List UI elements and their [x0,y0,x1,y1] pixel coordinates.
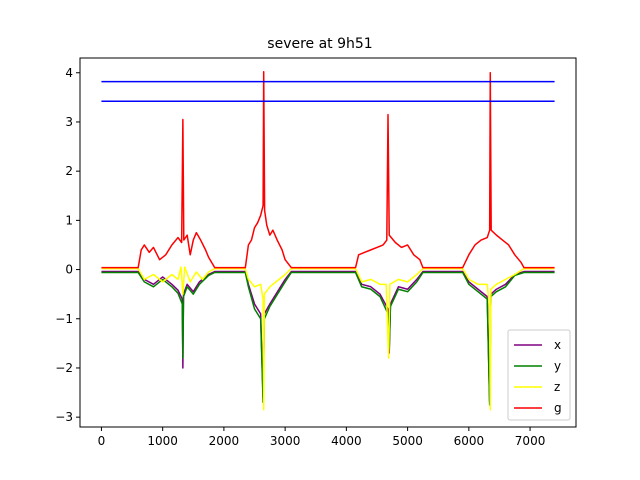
x-axis-ticks: 0 1000 2000 3000 4000 5000 6000 7000 [98,427,546,448]
y-tick-label: 0 [65,263,73,277]
x-tick-label: 3000 [270,434,301,448]
y-tick-label: −1 [55,312,73,326]
x-tick-label: 0 [98,434,106,448]
x-tick-label: 2000 [209,434,240,448]
series-lines [101,71,555,411]
y-tick-label: 4 [65,66,73,80]
legend-label-x: x [554,338,561,352]
y-tick-label: −3 [55,410,73,424]
series-line-z [101,266,555,411]
legend-label-g: g [554,401,562,415]
x-tick-label: 5000 [392,434,423,448]
series-line-y [101,271,555,406]
legend-box [507,329,571,421]
y-tick-label: 1 [65,213,73,227]
x-tick-label: 1000 [147,434,178,448]
x-tick-label: 4000 [331,434,362,448]
y-axis-ticks: −3 −2 −1 0 1 2 3 4 [55,66,80,424]
x-tick-label: 6000 [454,434,485,448]
y-tick-label: −2 [55,361,73,375]
series-line-g [101,71,555,269]
y-tick-label: 2 [65,164,73,178]
y-tick-label: 3 [65,115,73,129]
plot-area: 0 1000 2000 3000 4000 5000 6000 7000 −3 −2 −1 0 1 2 3… [55,57,577,448]
chart-title: severe at 9h51 [267,36,372,52]
x-tick-label: 7000 [515,434,546,448]
axes-frame [79,57,577,428]
legend-label-y: y [554,359,561,373]
legend-label-z: z [554,380,560,394]
threshold-lines [101,80,555,103]
